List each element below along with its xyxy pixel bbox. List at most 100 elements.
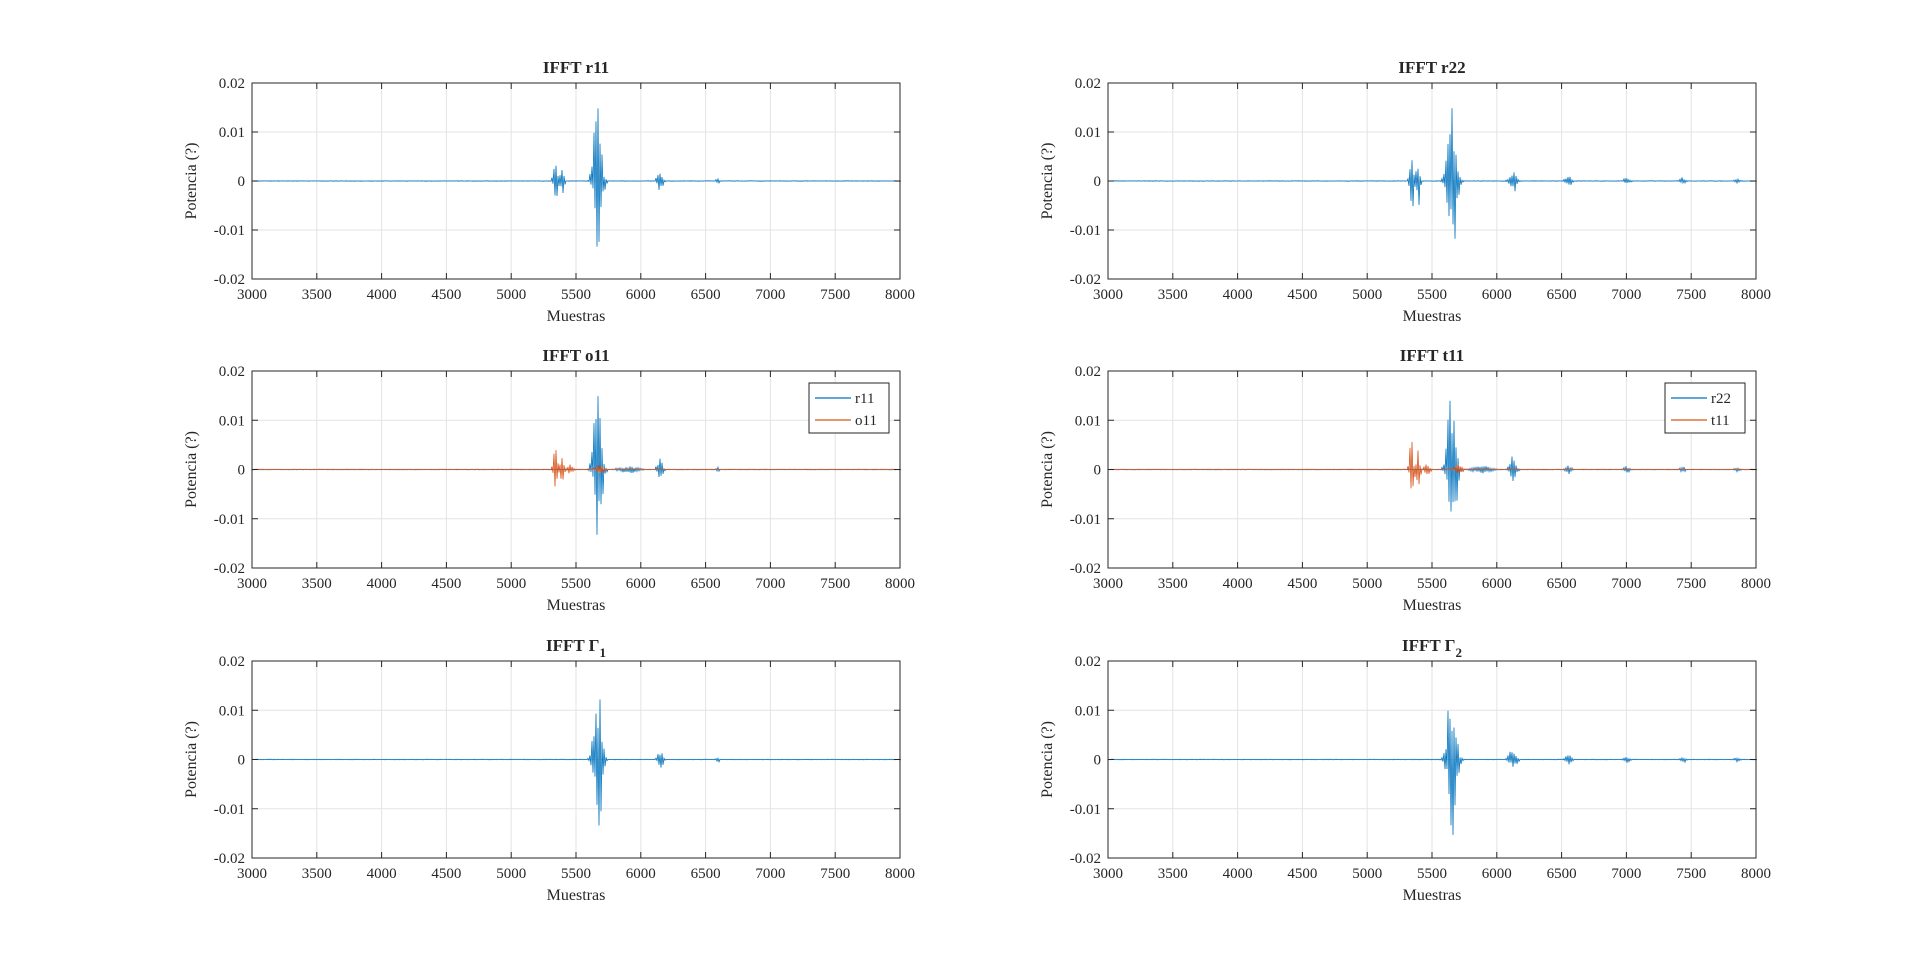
x-tick-label: 7000 (1611, 287, 1641, 303)
x-tick-label: 7000 (755, 287, 785, 303)
chart-title-main: IFFT o11 (542, 346, 609, 365)
x-tick-label: 5000 (1352, 866, 1382, 882)
y-tick-label: 0.02 (1075, 364, 1101, 380)
y-tick-label: 0.02 (219, 364, 245, 380)
y-tick-label: -0.02 (214, 851, 245, 867)
y-tick-label: 0 (1094, 174, 1102, 190)
x-tick-label: 5500 (1417, 287, 1447, 303)
x-tick-label: 3000 (237, 576, 267, 592)
y-tick-label: 0.02 (1075, 654, 1101, 670)
chart-title: IFFT t11 (1400, 346, 1464, 365)
x-tick-label: 7500 (820, 576, 850, 592)
x-tick-label: 5500 (561, 576, 591, 592)
x-tick-label: 3500 (1158, 287, 1188, 303)
y-tick-label: -0.01 (1070, 512, 1101, 528)
series-line-series1 (1107, 108, 1758, 239)
subplot-6: 3000 3500 4000 4500 5000 5500 6000 6500 7000 7500… (1039, 636, 1771, 904)
chart-title: IFFT Γ2 (1402, 636, 1462, 660)
x-tick-label: 3000 (237, 287, 267, 303)
series-line-series1 (251, 699, 902, 826)
x-tick-label: 7000 (755, 576, 785, 592)
x-tick-label: 3000 (1093, 866, 1123, 882)
chart-title-main: IFFT Γ (546, 636, 599, 655)
x-tick-label: 4000 (1223, 287, 1253, 303)
x-tick-label: 8000 (885, 576, 915, 592)
x-axis-label: Muestras (547, 887, 606, 904)
chart-title-subscript: 1 (599, 645, 606, 660)
y-tick-label: 0 (238, 174, 246, 190)
subplot-2: 3000 3500 4000 4500 5000 5500 6000 6500 7000 7500… (1039, 58, 1771, 325)
x-tick-label: 6000 (626, 866, 656, 882)
x-tick-label: 3500 (302, 576, 332, 592)
y-tick-label: 0.01 (219, 125, 245, 141)
legend-box (808, 382, 890, 434)
x-tick-label: 7500 (820, 866, 850, 882)
x-tick-label: 4000 (1223, 866, 1253, 882)
x-tick-label: 4500 (431, 576, 461, 592)
chart-title-main: IFFT r22 (1398, 58, 1465, 77)
x-tick-label: 3500 (1158, 866, 1188, 882)
subplot-3: 3000 3500 4000 4500 5000 5500 6000 6500 7000 7500… (183, 346, 915, 614)
y-tick-label: 0 (238, 753, 246, 769)
x-tick-label: 5000 (1352, 287, 1382, 303)
x-tick-label: 7500 (1676, 576, 1706, 592)
y-tick-label: -0.02 (214, 561, 245, 577)
x-tick-label: 6500 (691, 576, 721, 592)
x-tick-label: 4500 (1287, 287, 1317, 303)
x-tick-label: 8000 (1741, 287, 1771, 303)
x-tick-label: 3500 (1158, 576, 1188, 592)
y-tick-label: 0.01 (1075, 125, 1101, 141)
y-tick-label: -0.02 (1070, 561, 1101, 577)
x-tick-label: 8000 (1741, 866, 1771, 882)
x-tick-label: 6500 (691, 866, 721, 882)
y-tick-label: 0 (1094, 753, 1102, 769)
y-tick-label: 0.01 (219, 703, 245, 719)
x-tick-label: 7500 (1676, 866, 1706, 882)
x-axis-label: Muestras (1403, 308, 1462, 325)
y-axis-label: Potencia (?) (183, 721, 200, 798)
x-tick-label: 6000 (626, 576, 656, 592)
legend-entry: r11 (855, 391, 874, 407)
x-tick-label: 6000 (1482, 866, 1512, 882)
chart-title: IFFT r22 (1398, 58, 1465, 77)
y-axis-label: Potencia (?) (183, 431, 200, 508)
y-tick-label: -0.01 (214, 223, 245, 239)
x-tick-label: 5000 (496, 866, 526, 882)
chart-title: IFFT o11 (542, 346, 609, 365)
x-tick-label: 8000 (885, 866, 915, 882)
x-tick-label: 4000 (367, 287, 397, 303)
x-tick-label: 4000 (1223, 576, 1253, 592)
x-tick-label: 6500 (691, 287, 721, 303)
x-tick-label: 5500 (1417, 866, 1447, 882)
series-line-series1 (251, 108, 902, 247)
legend-entry: r22 (1711, 391, 1731, 407)
x-axis-label: Muestras (1403, 887, 1462, 904)
chart-title-main: IFFT t11 (1400, 346, 1464, 365)
y-tick-label: 0.01 (1075, 413, 1101, 429)
x-axis-label: Muestras (547, 597, 606, 614)
x-tick-label: 7000 (1611, 866, 1641, 882)
x-axis-label: Muestras (1403, 597, 1462, 614)
y-axis-label: Potencia (?) (183, 143, 200, 220)
y-axis-label: Potencia (?) (1039, 431, 1056, 508)
y-tick-label: -0.01 (1070, 802, 1101, 818)
y-tick-label: -0.01 (1070, 223, 1101, 239)
x-tick-label: 5500 (1417, 576, 1447, 592)
x-tick-label: 4500 (431, 866, 461, 882)
x-tick-label: 7000 (755, 866, 785, 882)
subplot-4: 3000 3500 4000 4500 5000 5500 6000 6500 7000 7500… (1039, 346, 1771, 614)
x-tick-label: 5000 (496, 576, 526, 592)
x-axis-label: Muestras (547, 308, 606, 325)
x-tick-label: 6000 (626, 287, 656, 303)
y-tick-label: 0.01 (219, 413, 245, 429)
y-tick-label: -0.01 (214, 802, 245, 818)
x-tick-label: 8000 (885, 287, 915, 303)
x-tick-label: 4000 (367, 576, 397, 592)
y-tick-label: -0.02 (1070, 272, 1101, 288)
x-tick-label: 4500 (1287, 866, 1317, 882)
x-tick-label: 7500 (1676, 287, 1706, 303)
chart-title: IFFT r11 (543, 58, 609, 77)
